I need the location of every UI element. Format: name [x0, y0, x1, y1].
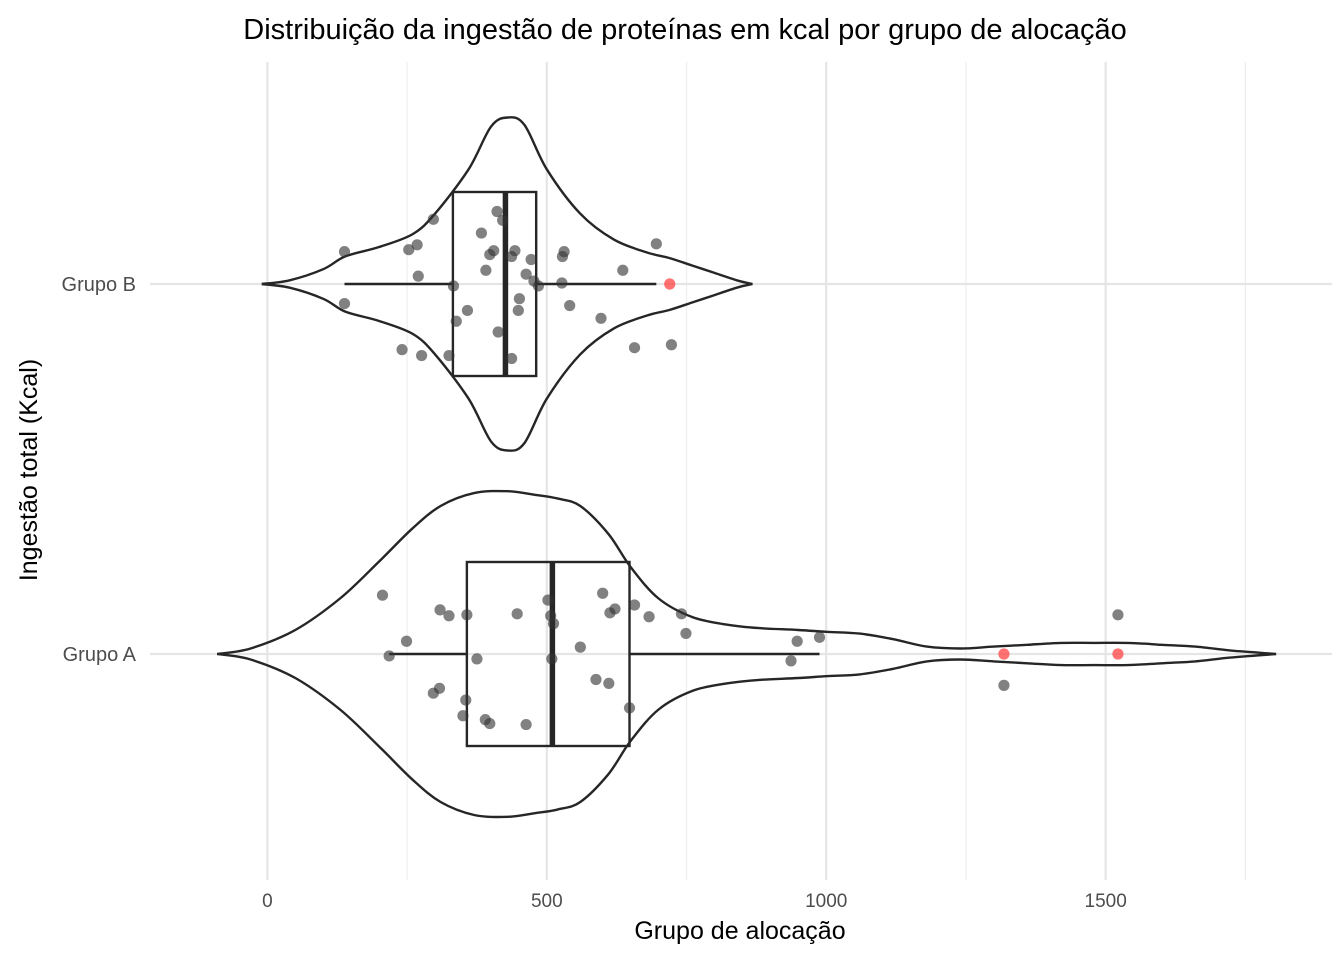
x-tick-label: 1500 [1085, 891, 1127, 912]
chart-title: Distribuição da ingestão de proteínas em… [243, 14, 1126, 46]
data-point [609, 603, 621, 615]
data-point [400, 635, 413, 647]
outlier-point [998, 648, 1010, 660]
data-point [396, 344, 408, 356]
data-point [492, 326, 504, 338]
data-point [650, 238, 662, 250]
data-point [665, 339, 678, 351]
data-point [590, 673, 602, 686]
data-point [480, 264, 492, 276]
x-tick-label: 500 [531, 891, 563, 912]
data-point [623, 702, 636, 714]
data-point [675, 608, 688, 620]
data-point [680, 627, 692, 640]
data-point [376, 589, 389, 601]
data-point [411, 239, 423, 251]
x-tick-label: 0 [262, 891, 273, 912]
violin-lower-outline [216, 652, 1277, 819]
data-point [434, 604, 446, 616]
data-point [574, 641, 586, 653]
data-point [564, 299, 576, 312]
x-axis-title: Grupo de alocação [634, 917, 845, 945]
data-point [520, 268, 532, 280]
data-point [546, 653, 558, 665]
data-point [412, 270, 424, 282]
violin-upper-outline [216, 489, 1277, 656]
violin-layer [216, 116, 1277, 819]
data-point [460, 694, 472, 706]
data-point [643, 611, 655, 623]
y-category-label: Grupo A [63, 644, 137, 666]
data-point [484, 717, 496, 730]
data-point [427, 213, 439, 225]
data-point [505, 352, 518, 365]
data-point [509, 245, 521, 257]
data-point [998, 679, 1010, 691]
data-point [497, 214, 509, 226]
data-point [443, 349, 455, 362]
data-point [513, 293, 526, 305]
data-point [542, 594, 554, 606]
data-point [525, 253, 537, 266]
data-point [520, 718, 532, 731]
data-point [603, 677, 615, 690]
data-point [617, 264, 629, 276]
data-point [547, 618, 560, 630]
data-point [416, 349, 428, 362]
box-iqr [465, 560, 631, 748]
data-point [443, 610, 455, 622]
data-point [338, 298, 351, 310]
data-point [597, 587, 609, 599]
data-point [512, 304, 524, 317]
outlier-point [664, 278, 676, 290]
data-point [628, 342, 641, 354]
data-point [511, 608, 523, 620]
data-point [475, 227, 488, 239]
data-point [813, 631, 826, 643]
data-point [461, 304, 474, 317]
data-point [1112, 609, 1124, 621]
data-point [556, 277, 568, 289]
data-point [450, 315, 462, 327]
data-point [457, 710, 469, 722]
data-point [461, 609, 473, 621]
violin-lower-outline [261, 282, 753, 452]
data-point [491, 205, 503, 218]
point-layer [338, 205, 1124, 731]
grid-layer [150, 62, 1332, 880]
data-point [433, 682, 446, 694]
data-point [532, 280, 545, 292]
outlier-point [1112, 648, 1124, 660]
data-point [447, 280, 460, 292]
data-point [628, 599, 641, 611]
data-point [595, 312, 607, 324]
y-category-label: Grupo B [62, 274, 136, 296]
data-point [791, 635, 803, 647]
data-point [488, 245, 500, 257]
data-point [383, 650, 395, 662]
tick-layer: 0 500 1000 1500 Grupo B Grupo A [62, 274, 1127, 912]
data-point [471, 653, 483, 665]
data-point [338, 246, 351, 258]
data-point [558, 246, 570, 258]
data-point [785, 655, 797, 667]
data-point [403, 244, 415, 256]
x-tick-label: 1000 [805, 891, 847, 912]
y-axis-title: Ingestão total (Kcal) [15, 359, 43, 581]
